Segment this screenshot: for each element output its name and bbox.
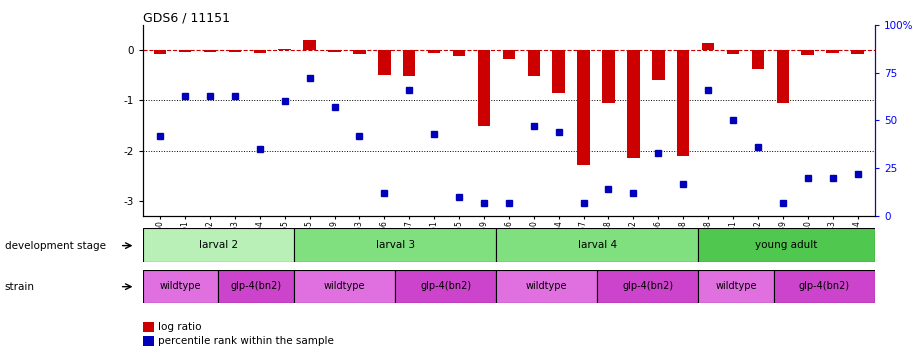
Bar xyxy=(294,270,395,303)
Text: percentile rank within the sample: percentile rank within the sample xyxy=(158,336,334,346)
Text: GDS6 / 11151: GDS6 / 11151 xyxy=(143,12,229,25)
Text: wildtype: wildtype xyxy=(324,281,366,292)
Bar xyxy=(428,50,440,52)
Bar xyxy=(403,50,415,76)
Bar xyxy=(602,50,614,103)
Bar xyxy=(503,50,515,59)
Bar xyxy=(278,49,291,50)
Text: glp-4(bn2): glp-4(bn2) xyxy=(420,281,472,292)
Bar xyxy=(776,50,789,103)
Text: wildtype: wildtype xyxy=(160,281,202,292)
Bar xyxy=(752,50,764,69)
Bar xyxy=(143,270,218,303)
Bar xyxy=(826,50,839,52)
Text: wildtype: wildtype xyxy=(716,281,757,292)
Bar xyxy=(453,50,465,56)
Text: glp-4(bn2): glp-4(bn2) xyxy=(623,281,673,292)
Text: strain: strain xyxy=(5,282,35,292)
Bar xyxy=(303,40,316,50)
Bar xyxy=(702,42,715,50)
Bar xyxy=(328,50,341,52)
Bar xyxy=(143,336,154,346)
Text: larval 3: larval 3 xyxy=(376,240,414,251)
Bar xyxy=(294,228,496,262)
Bar xyxy=(218,270,294,303)
Text: glp-4(bn2): glp-4(bn2) xyxy=(799,281,850,292)
Bar xyxy=(652,50,665,80)
Bar xyxy=(204,50,216,52)
Bar xyxy=(228,50,241,52)
Bar xyxy=(478,50,490,126)
Bar xyxy=(496,270,597,303)
Bar xyxy=(698,270,774,303)
Bar xyxy=(553,50,565,93)
Bar xyxy=(627,50,639,158)
Bar xyxy=(801,50,814,55)
Bar xyxy=(698,228,875,262)
Bar xyxy=(727,50,740,54)
Bar xyxy=(143,322,154,332)
Bar xyxy=(597,270,698,303)
Bar xyxy=(353,50,366,54)
Text: larval 4: larval 4 xyxy=(577,240,617,251)
Bar xyxy=(528,50,540,76)
Bar xyxy=(577,50,589,165)
Bar xyxy=(379,50,391,75)
Bar xyxy=(851,50,864,54)
Bar xyxy=(774,270,875,303)
Bar xyxy=(496,228,698,262)
Bar xyxy=(143,228,294,262)
Text: log ratio: log ratio xyxy=(158,322,202,332)
Text: development stage: development stage xyxy=(5,241,106,251)
Bar xyxy=(395,270,496,303)
Text: larval 2: larval 2 xyxy=(199,240,238,251)
Bar xyxy=(179,50,192,52)
Text: wildtype: wildtype xyxy=(526,281,567,292)
Text: glp-4(bn2): glp-4(bn2) xyxy=(231,281,282,292)
Bar xyxy=(253,50,266,52)
Text: young adult: young adult xyxy=(755,240,818,251)
Bar xyxy=(154,50,167,54)
Bar xyxy=(677,50,690,156)
